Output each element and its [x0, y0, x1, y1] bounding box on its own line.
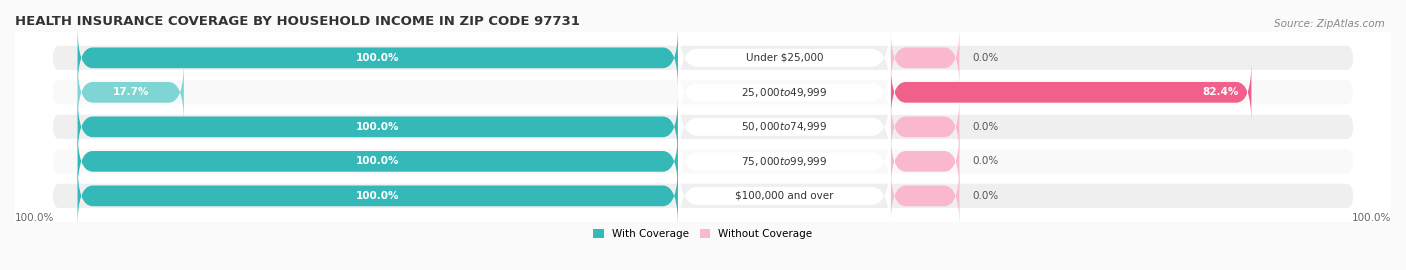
Text: Source: ZipAtlas.com: Source: ZipAtlas.com — [1274, 19, 1385, 29]
Text: 100.0%: 100.0% — [15, 213, 55, 223]
FancyBboxPatch shape — [77, 165, 678, 227]
FancyBboxPatch shape — [678, 84, 890, 170]
Text: Under $25,000: Under $25,000 — [745, 53, 823, 63]
FancyBboxPatch shape — [890, 165, 959, 227]
FancyBboxPatch shape — [678, 119, 890, 204]
Text: 100.0%: 100.0% — [356, 53, 399, 63]
Text: 100.0%: 100.0% — [356, 191, 399, 201]
FancyBboxPatch shape — [77, 27, 678, 89]
FancyBboxPatch shape — [678, 153, 890, 239]
FancyBboxPatch shape — [52, 184, 1354, 208]
Text: $100,000 and over: $100,000 and over — [735, 191, 834, 201]
FancyBboxPatch shape — [52, 80, 1354, 104]
FancyBboxPatch shape — [890, 61, 1251, 123]
FancyBboxPatch shape — [890, 27, 959, 89]
FancyBboxPatch shape — [52, 149, 1354, 173]
Text: $75,000 to $99,999: $75,000 to $99,999 — [741, 155, 828, 168]
Text: 0.0%: 0.0% — [972, 191, 998, 201]
Text: $50,000 to $74,999: $50,000 to $74,999 — [741, 120, 828, 133]
Text: $25,000 to $49,999: $25,000 to $49,999 — [741, 86, 828, 99]
FancyBboxPatch shape — [890, 130, 959, 193]
Text: 100.0%: 100.0% — [356, 122, 399, 132]
FancyBboxPatch shape — [52, 115, 1354, 139]
Text: 82.4%: 82.4% — [1202, 87, 1239, 97]
Text: 0.0%: 0.0% — [972, 53, 998, 63]
Text: 0.0%: 0.0% — [972, 156, 998, 166]
Legend: With Coverage, Without Coverage: With Coverage, Without Coverage — [593, 229, 813, 239]
Text: 0.0%: 0.0% — [972, 122, 998, 132]
FancyBboxPatch shape — [52, 46, 1354, 70]
Text: 100.0%: 100.0% — [356, 156, 399, 166]
FancyBboxPatch shape — [77, 96, 678, 158]
FancyBboxPatch shape — [890, 96, 959, 158]
FancyBboxPatch shape — [77, 61, 184, 123]
Text: 100.0%: 100.0% — [1351, 213, 1391, 223]
Text: 17.7%: 17.7% — [112, 87, 149, 97]
FancyBboxPatch shape — [77, 130, 678, 193]
Text: HEALTH INSURANCE COVERAGE BY HOUSEHOLD INCOME IN ZIP CODE 97731: HEALTH INSURANCE COVERAGE BY HOUSEHOLD I… — [15, 15, 579, 28]
FancyBboxPatch shape — [678, 15, 890, 101]
FancyBboxPatch shape — [678, 50, 890, 135]
